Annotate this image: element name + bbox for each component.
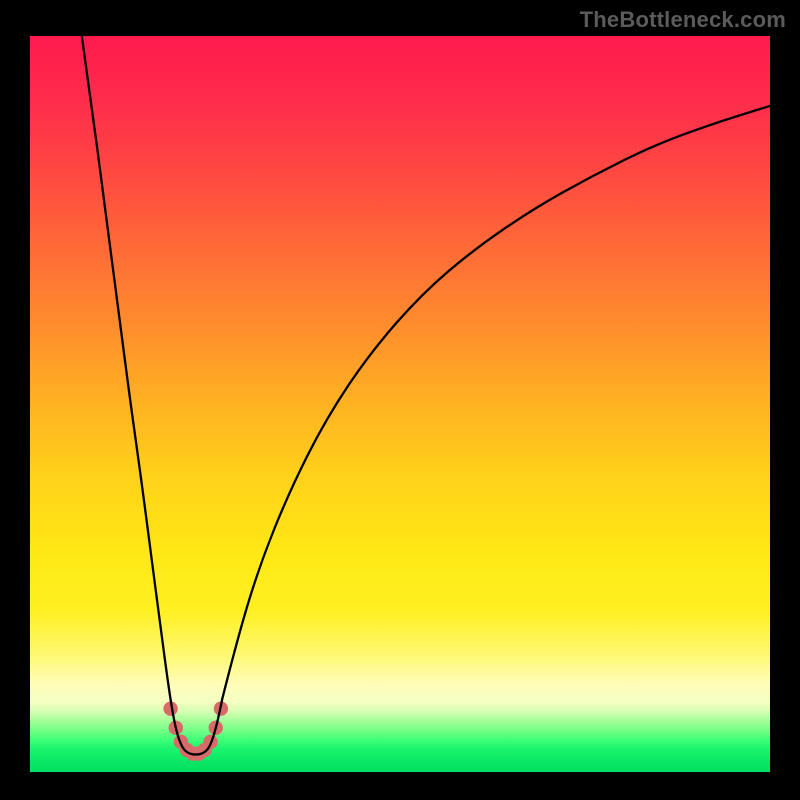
watermark-text: TheBottleneck.com [580, 7, 786, 33]
bottleneck-chart [30, 36, 770, 772]
plot-background [30, 36, 770, 772]
